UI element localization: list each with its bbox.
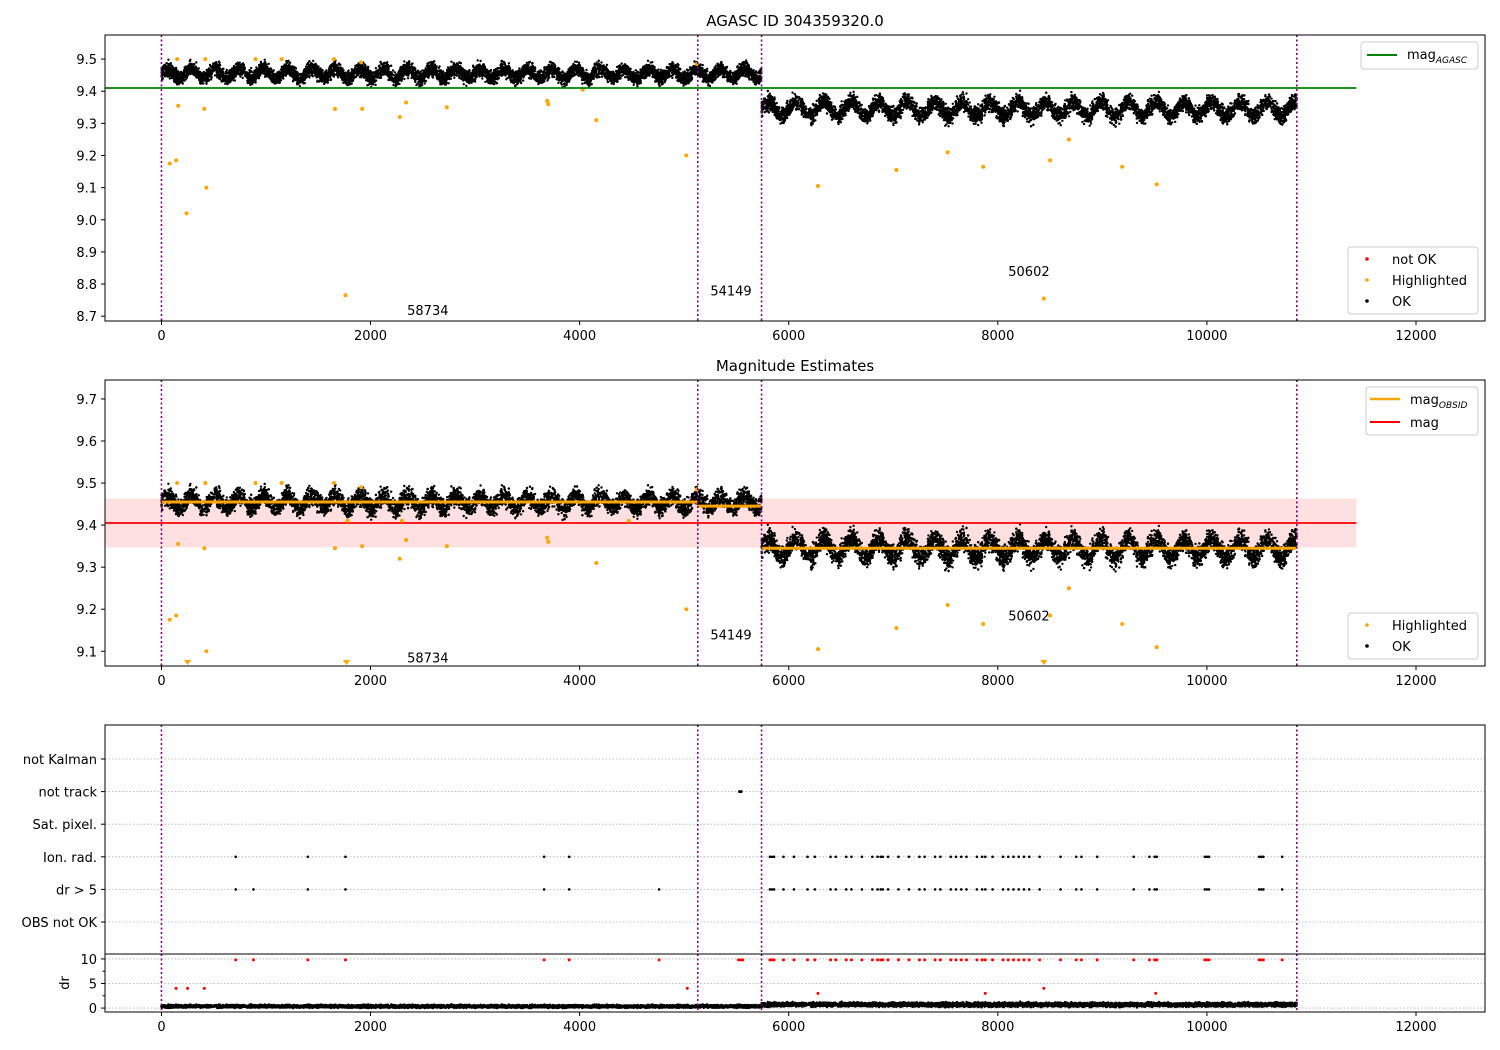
agasc-ok-point bbox=[690, 77, 694, 80]
agasc-ok-point bbox=[646, 59, 650, 62]
agasc-ok-point bbox=[195, 61, 198, 64]
agasc-ok-point bbox=[255, 66, 258, 69]
agasc-ok-point bbox=[600, 75, 604, 79]
agasc-ok-point bbox=[581, 82, 584, 85]
agasc-ok-point bbox=[302, 82, 305, 85]
agasc-ok-point bbox=[453, 76, 456, 80]
agasc-ok-point bbox=[557, 81, 560, 85]
agasc-ok-point bbox=[379, 60, 382, 64]
agasc-ok-point bbox=[507, 62, 511, 65]
agasc-ok-point bbox=[531, 64, 535, 68]
agasc-ok-point bbox=[312, 59, 315, 63]
agasc-ok-point bbox=[518, 67, 521, 70]
agasc-ok-point bbox=[718, 65, 721, 68]
agasc-ok-point bbox=[374, 83, 377, 87]
agasc-ok-point bbox=[404, 64, 407, 67]
agasc-ok-point bbox=[176, 82, 180, 85]
agasc-ok-point bbox=[450, 60, 453, 63]
agasc-ok-point bbox=[627, 78, 630, 82]
agasc-ok-point bbox=[506, 76, 509, 80]
agasc-panel-title: AGASC ID 304359320.0 bbox=[706, 12, 884, 30]
agasc-ok-point bbox=[386, 61, 389, 64]
agasc-ok-point bbox=[188, 59, 191, 63]
agasc-ok-point bbox=[374, 67, 378, 70]
agasc-ok-point bbox=[526, 68, 529, 71]
agasc-ok-point bbox=[402, 63, 405, 67]
agasc-ok-point bbox=[528, 60, 532, 64]
agasc-ok-point bbox=[489, 68, 493, 72]
agasc-ok-point bbox=[478, 75, 481, 78]
agasc-ok-point bbox=[560, 83, 563, 86]
agasc-ok-point bbox=[573, 60, 577, 63]
agasc-ok-point bbox=[465, 80, 469, 84]
agasc-ok-point bbox=[701, 63, 704, 67]
agasc-ok-point bbox=[238, 61, 241, 64]
agasc-ok-point bbox=[288, 61, 292, 64]
agasc-ok-point bbox=[241, 76, 244, 80]
agasc-ok-point bbox=[716, 62, 719, 65]
agasc-ok-point bbox=[415, 83, 418, 87]
agasc-ok-point bbox=[263, 58, 266, 61]
agasc-ok-point bbox=[167, 58, 170, 61]
agasc-ok-point bbox=[449, 77, 453, 81]
agasc-ok-point bbox=[282, 77, 285, 80]
agasc-ok-point bbox=[624, 76, 627, 79]
agasc-ok-point bbox=[525, 61, 529, 64]
agasc-ok-point bbox=[410, 76, 413, 80]
agasc-ok-point bbox=[217, 60, 221, 63]
agasc-ok-point bbox=[605, 63, 609, 67]
agasc-ok-point bbox=[458, 76, 461, 80]
agasc-ok-point bbox=[205, 82, 208, 85]
agasc-ok-point bbox=[414, 80, 417, 84]
agasc-ok-point bbox=[581, 66, 584, 70]
agasc-ok-point bbox=[689, 79, 692, 83]
agasc-ok-point bbox=[553, 75, 556, 79]
agasc-ok-point bbox=[462, 83, 465, 86]
agasc-ok-point bbox=[251, 70, 254, 74]
agasc-ok-point bbox=[481, 77, 484, 80]
agasc-ok-point bbox=[708, 84, 712, 88]
agasc-ok-point bbox=[173, 80, 176, 84]
agasc-ok-point bbox=[634, 69, 637, 72]
agasc-ok-point bbox=[476, 59, 479, 62]
agasc-ok-point bbox=[431, 75, 434, 79]
agasc-ok-point bbox=[209, 78, 213, 81]
agasc-ok-point bbox=[292, 79, 295, 82]
agasc-ok-point bbox=[514, 70, 518, 73]
agasc-ok-point bbox=[200, 78, 204, 82]
agasc-ok-point bbox=[600, 61, 603, 64]
agasc-ok-point bbox=[406, 77, 410, 80]
agasc-ok-point bbox=[585, 68, 588, 72]
agasc-ok-point bbox=[250, 66, 253, 70]
agasc-ok-point bbox=[753, 82, 756, 86]
agasc-ok-point bbox=[195, 66, 198, 69]
agasc-ok-point bbox=[233, 79, 236, 82]
agasc-ok-point bbox=[575, 60, 579, 63]
agasc-ok-point bbox=[553, 72, 556, 76]
agasc-ok-point bbox=[267, 62, 270, 65]
agasc-ok-point bbox=[165, 61, 168, 65]
agasc-ok-point bbox=[465, 84, 468, 88]
agasc-ok-point bbox=[479, 59, 482, 63]
agasc-ok-point bbox=[316, 75, 319, 79]
agasc-ok-point bbox=[620, 62, 623, 65]
agasc-ok-point bbox=[665, 65, 669, 69]
agasc-ok-point bbox=[577, 61, 581, 64]
agasc-ok-point bbox=[287, 59, 290, 62]
agasc-ok-point bbox=[447, 82, 450, 85]
agasc-ok-point bbox=[218, 71, 221, 75]
agasc-ok-point bbox=[243, 66, 246, 69]
agasc-ok-point bbox=[577, 74, 581, 77]
agasc-ok-point bbox=[241, 73, 244, 76]
